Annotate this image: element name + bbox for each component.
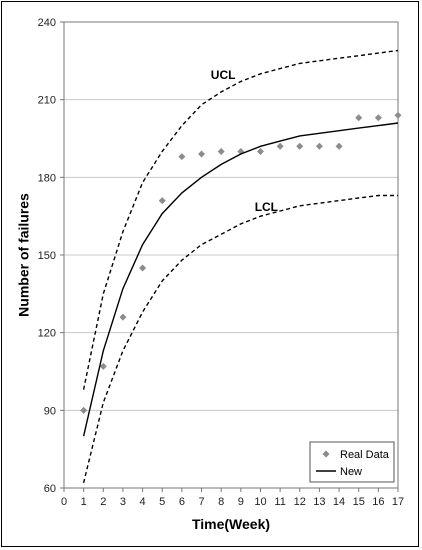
x-tick-label: 2 bbox=[100, 496, 106, 508]
x-tick-label: 14 bbox=[333, 496, 345, 508]
series-line bbox=[82, 122, 399, 437]
data-point bbox=[355, 114, 363, 122]
series-real-data bbox=[80, 111, 402, 414]
data-point bbox=[99, 362, 107, 370]
y-tick-label: 90 bbox=[44, 405, 56, 417]
x-tick-label: 6 bbox=[179, 496, 185, 508]
annotations: UCL LCL bbox=[211, 68, 278, 214]
x-tick-label: 5 bbox=[159, 496, 165, 508]
x-axis-title: Time(Week) bbox=[192, 516, 270, 532]
data-point bbox=[119, 313, 127, 321]
y-tick-label: 240 bbox=[38, 17, 56, 29]
x-tick-label: 10 bbox=[254, 496, 266, 508]
x-tick-label: 8 bbox=[218, 496, 224, 508]
x-tick-label: 9 bbox=[238, 496, 244, 508]
series-line bbox=[82, 49, 399, 390]
y-tick-label: 210 bbox=[38, 95, 56, 107]
data-point bbox=[158, 197, 166, 205]
y-tick-label: 150 bbox=[38, 250, 56, 262]
data-point bbox=[374, 114, 382, 122]
x-tick-label: 1 bbox=[81, 496, 87, 508]
y-tick-label: 120 bbox=[38, 328, 56, 340]
legend: Real Data New bbox=[309, 441, 395, 483]
series-layer bbox=[80, 49, 402, 483]
data-point bbox=[296, 142, 304, 150]
x-tick-label: 11 bbox=[274, 496, 285, 508]
legend-marker-real-data bbox=[322, 450, 330, 458]
x-tick-label: 7 bbox=[198, 496, 204, 508]
legend-box bbox=[309, 441, 395, 483]
legend-label-real-data: Real Data bbox=[340, 449, 390, 461]
series-line bbox=[82, 194, 398, 483]
x-tick-label: 4 bbox=[140, 496, 146, 508]
data-point bbox=[217, 147, 225, 155]
data-point bbox=[335, 142, 343, 150]
x-tick-label: 3 bbox=[120, 496, 126, 508]
data-point bbox=[394, 111, 402, 119]
x-axis-ticks: 0 1 2 3 4 5 6 7 8 9 10 11 12 13 14 15 16 17 bbox=[61, 488, 404, 508]
legend-label-new: New bbox=[340, 466, 362, 478]
series-lcl bbox=[82, 194, 398, 483]
annotation-lcl: LCL bbox=[255, 200, 278, 214]
annotation-ucl: UCL bbox=[211, 68, 236, 82]
series-ucl bbox=[82, 49, 399, 390]
y-axis-ticks: 60 90 120 150 180 210 240 bbox=[38, 17, 64, 495]
data-point bbox=[198, 150, 206, 158]
data-point bbox=[178, 153, 186, 161]
y-axis-title: Number of failures bbox=[16, 193, 32, 317]
x-tick-label: 16 bbox=[372, 496, 384, 508]
data-point bbox=[80, 406, 88, 414]
x-tick-label: 15 bbox=[353, 496, 365, 508]
series-new bbox=[82, 122, 399, 437]
x-tick-label: 13 bbox=[313, 496, 325, 508]
data-point bbox=[276, 142, 284, 150]
x-tick-label: 17 bbox=[392, 496, 404, 508]
x-tick-label: 0 bbox=[61, 496, 67, 508]
y-tick-label: 60 bbox=[44, 483, 56, 495]
gridlines bbox=[64, 21, 398, 489]
x-tick-label: 12 bbox=[294, 496, 306, 508]
data-point bbox=[315, 142, 323, 150]
data-point bbox=[256, 147, 264, 155]
data-point bbox=[139, 264, 147, 272]
y-tick-label: 180 bbox=[38, 172, 56, 184]
